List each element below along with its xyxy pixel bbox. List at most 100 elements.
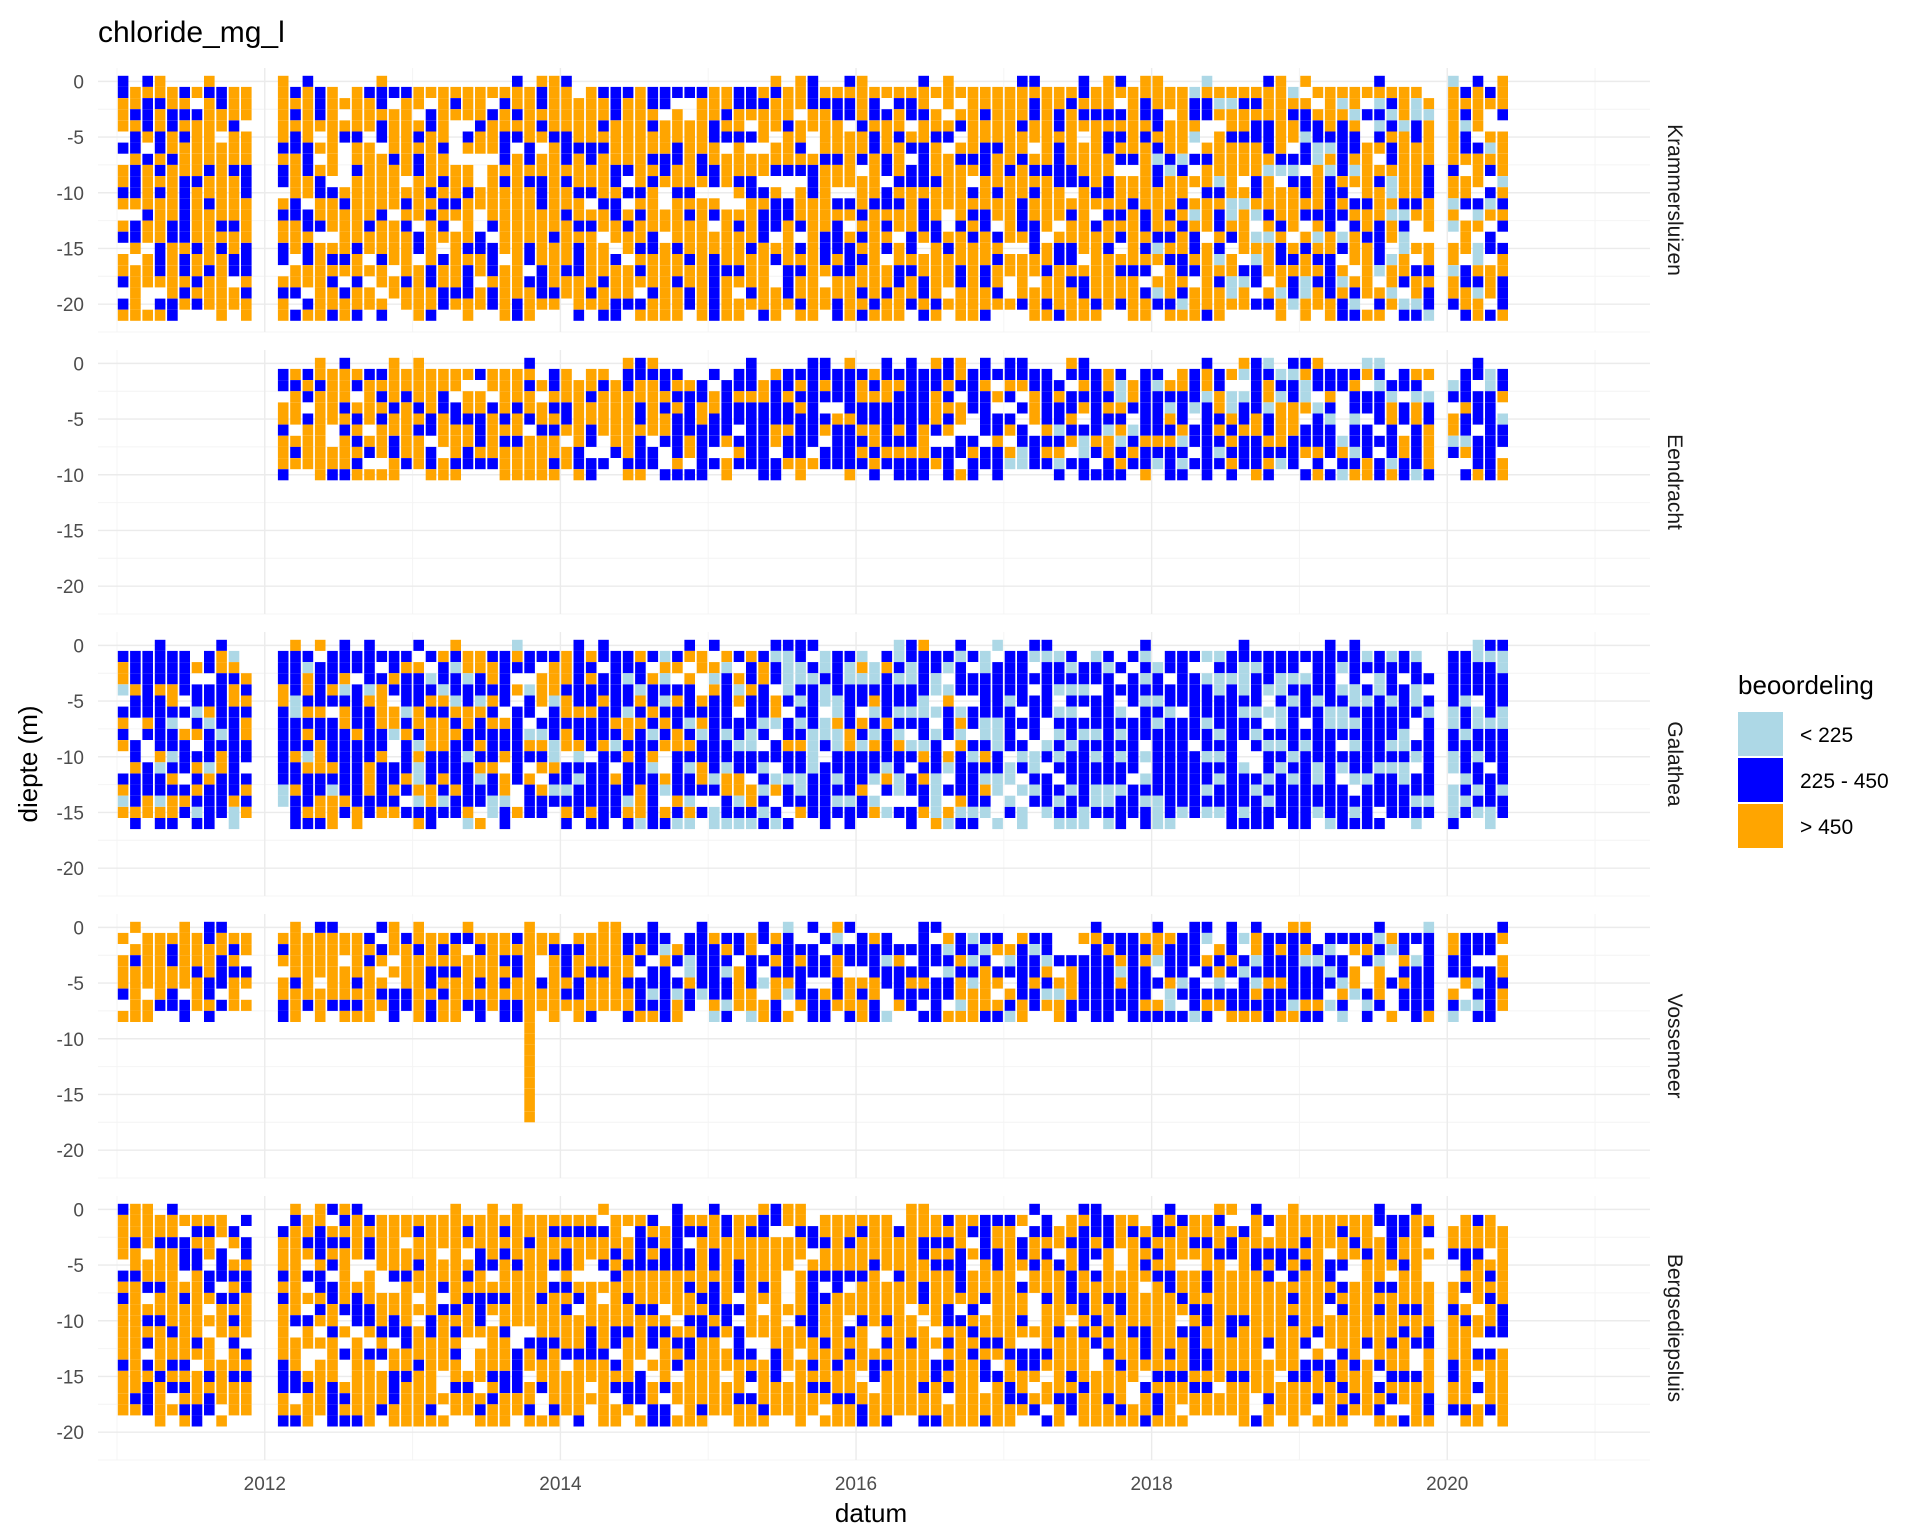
heat-tile — [327, 298, 338, 310]
heat-tile — [819, 187, 831, 199]
heat-tile — [1066, 784, 1077, 796]
heat-tile — [314, 921, 326, 933]
heat-tile — [1226, 391, 1237, 403]
heat-tile — [1152, 254, 1164, 266]
heat-tile — [955, 762, 966, 774]
heat-tile — [1090, 446, 1102, 458]
heat-tile — [832, 435, 843, 447]
heat-tile — [302, 265, 314, 277]
heat-tile — [561, 999, 572, 1011]
heat-tile — [241, 231, 252, 243]
heat-tile — [807, 684, 819, 696]
heat-tile — [1029, 198, 1040, 210]
heat-tile — [881, 706, 893, 718]
heat-tile — [130, 120, 141, 132]
heat-tile — [1017, 380, 1028, 392]
heat-tile — [659, 176, 671, 188]
heat-tile — [1349, 231, 1361, 243]
heat-tile — [832, 153, 843, 165]
heat-tile — [1214, 795, 1225, 807]
heat-tile — [819, 254, 831, 266]
heat-tile — [376, 309, 388, 321]
heat-tile — [425, 142, 437, 154]
heat-tile — [1238, 650, 1250, 662]
heat-tile — [1324, 109, 1336, 121]
heat-tile — [980, 740, 991, 752]
heat-tile — [290, 706, 301, 718]
heat-tile — [647, 806, 659, 818]
heat-tile — [782, 773, 794, 785]
heat-tile — [1263, 131, 1274, 143]
heat-tile — [598, 153, 609, 165]
heat-tile — [438, 164, 449, 176]
heat-tile — [1214, 254, 1225, 266]
heat-tile — [1103, 795, 1114, 807]
heat-tile — [1226, 706, 1237, 718]
heat-tile — [216, 728, 227, 740]
heat-tile — [1460, 153, 1471, 165]
heat-tile — [327, 242, 338, 254]
heat-tile — [1275, 368, 1287, 380]
heat-tile — [302, 380, 314, 392]
heat-tile — [475, 977, 486, 989]
heat-tile — [216, 740, 227, 752]
heat-tile — [881, 187, 893, 199]
heat-tile — [462, 131, 474, 143]
heat-tile — [413, 380, 424, 392]
heat-tile — [869, 298, 880, 310]
heat-tile — [117, 75, 129, 87]
heat-tile — [1374, 357, 1385, 369]
heat-tile — [462, 287, 474, 299]
heat-tile — [1423, 458, 1435, 470]
heat-tile — [1485, 187, 1496, 199]
heat-tile — [992, 209, 1003, 221]
heat-tile — [1053, 153, 1065, 165]
heat-tile — [1127, 784, 1139, 796]
heat-tile — [536, 673, 548, 685]
heat-tile — [635, 276, 646, 288]
heat-tile — [1177, 153, 1188, 165]
heat-tile — [1374, 751, 1385, 763]
heat-tile — [807, 368, 819, 380]
heat-tile — [573, 977, 585, 989]
heat-tile — [154, 254, 166, 266]
heat-tile — [1004, 391, 1016, 403]
heat-tile — [1090, 242, 1102, 254]
heat-tile — [782, 818, 794, 830]
heat-tile — [869, 368, 880, 380]
heat-tile — [622, 120, 634, 132]
heat-tile — [1398, 242, 1410, 254]
heat-tile — [1226, 176, 1237, 188]
heat-tile — [869, 131, 880, 143]
heat-tile — [573, 142, 585, 154]
heat-tile — [561, 818, 572, 830]
heat-tile — [401, 276, 412, 288]
heat-tile — [1127, 98, 1139, 110]
heat-tile — [598, 187, 609, 199]
heat-tile — [154, 706, 166, 718]
heat-tile — [339, 706, 351, 718]
heat-tile — [1140, 806, 1151, 818]
heat-tile — [1004, 762, 1016, 774]
heat-tile — [1140, 413, 1151, 425]
heat-tile — [1275, 242, 1287, 254]
heat-tile — [1164, 762, 1176, 774]
heat-tile — [635, 153, 646, 165]
heat-tile — [1349, 673, 1361, 685]
heat-tile — [856, 176, 868, 188]
heat-tile — [1238, 109, 1250, 121]
heat-tile — [967, 298, 979, 310]
heat-tile — [1164, 773, 1176, 785]
heat-tile — [819, 131, 831, 143]
heat-tile — [622, 762, 634, 774]
heat-tile — [709, 265, 720, 277]
heat-tile — [1164, 740, 1176, 752]
heat-tile — [893, 220, 905, 232]
heat-tile — [475, 662, 486, 674]
heat-tile — [955, 86, 966, 98]
heat-tile — [1140, 818, 1151, 830]
heat-tile — [598, 988, 609, 1000]
heat-tile — [401, 391, 412, 403]
heat-tile — [770, 98, 782, 110]
heat-tile — [598, 254, 609, 266]
